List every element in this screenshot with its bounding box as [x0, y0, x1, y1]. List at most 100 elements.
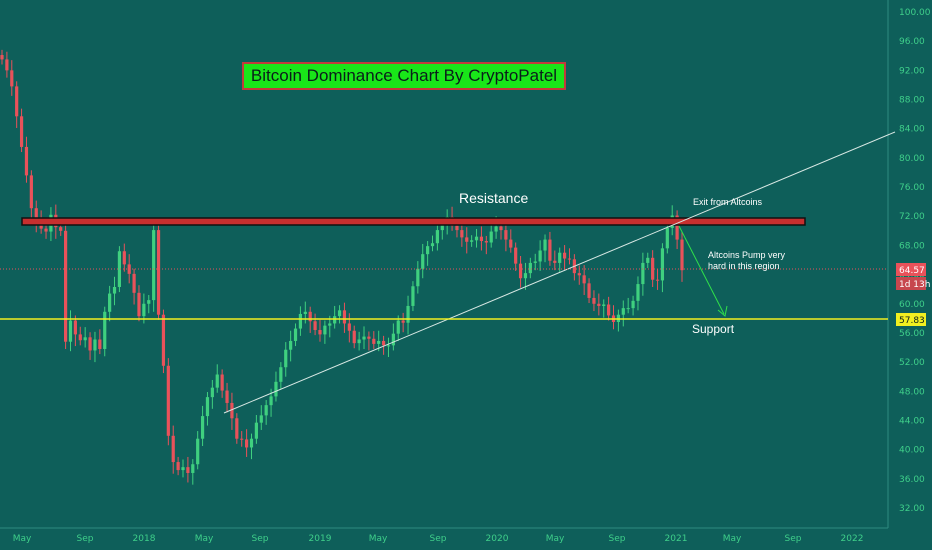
y-tick-label: 40.00 — [899, 446, 925, 456]
candle-body — [112, 286, 117, 294]
candle-body — [142, 303, 146, 317]
candle-body — [386, 345, 391, 347]
candle-body — [313, 321, 317, 331]
x-tick-label: May — [546, 534, 565, 544]
candle-body — [318, 330, 322, 335]
candle-body — [88, 337, 92, 351]
candle-body — [372, 338, 376, 344]
candle-body — [626, 308, 630, 310]
candle-body — [479, 236, 484, 242]
y-tick-label: 72.00 — [899, 212, 925, 222]
candle-body — [235, 418, 239, 439]
candle-body — [196, 438, 200, 465]
x-tick-label: 2021 — [665, 534, 688, 544]
candle-body — [200, 416, 205, 439]
y-tick-label: 36.00 — [899, 475, 925, 485]
candle-body — [362, 336, 366, 340]
candle-body — [587, 283, 591, 298]
candle-body — [553, 260, 557, 263]
x-tick-label: Sep — [252, 534, 269, 544]
y-tick-label: 76.00 — [899, 183, 925, 193]
candle-body — [308, 311, 312, 322]
candle-body — [298, 313, 303, 329]
candle-body — [186, 467, 190, 473]
candle-body — [284, 349, 288, 368]
candle-body — [470, 240, 474, 242]
y-tick-label: 80.00 — [899, 154, 925, 164]
candle-body — [10, 70, 14, 87]
candle-body — [289, 340, 293, 350]
candle-body — [528, 262, 532, 274]
candle-body — [411, 286, 415, 306]
candle-body — [73, 320, 77, 335]
countdown-badge — [896, 277, 926, 290]
candle-body — [29, 175, 33, 209]
candle-body — [474, 236, 479, 241]
x-tick-label: 2019 — [309, 534, 332, 544]
y-tick-label: 32.00 — [899, 504, 925, 514]
candle-body — [24, 146, 29, 176]
candle-body — [132, 273, 136, 293]
candle-body — [328, 323, 332, 326]
candle-body — [655, 279, 660, 281]
candle-body — [333, 316, 337, 324]
x-tick-label: May — [195, 534, 214, 544]
candle-body — [489, 231, 493, 243]
x-tick-label: 2018 — [133, 534, 156, 544]
candle-body — [15, 86, 19, 117]
candle-body — [543, 239, 547, 251]
candle-body — [103, 311, 107, 349]
candle-body — [63, 230, 68, 342]
candle-body — [337, 310, 342, 317]
x-tick-label: Sep — [77, 534, 94, 544]
candle-body — [567, 258, 572, 260]
countdown-text: 1d 13h — [899, 280, 930, 290]
candle-body — [44, 228, 48, 232]
candle-body — [161, 314, 166, 366]
candle-body — [435, 230, 439, 244]
candle-body — [538, 250, 542, 262]
y-tick-label: 84.00 — [899, 125, 925, 135]
candle-body — [651, 257, 655, 280]
pump-label-line2: hard in this region — [708, 261, 780, 271]
candle-body — [421, 254, 425, 269]
candle-body — [357, 339, 361, 344]
x-tick-label: May — [13, 534, 32, 544]
candle-body — [665, 227, 669, 249]
candle-body — [514, 247, 518, 264]
x-tick-label: Sep — [609, 534, 626, 544]
candle-body — [577, 273, 581, 276]
candle-body — [122, 251, 126, 265]
candle-body — [264, 405, 268, 416]
candle-body — [440, 222, 444, 231]
candle-body — [621, 308, 625, 315]
candle-body — [245, 439, 249, 448]
candle-body — [582, 275, 586, 284]
candle-body — [494, 226, 498, 232]
candle-body — [34, 208, 38, 221]
y-tick-label: 44.00 — [899, 416, 925, 426]
candle-body — [660, 248, 665, 281]
candle-body — [5, 59, 9, 71]
y-tick-label: 88.00 — [899, 96, 925, 106]
candle-body — [303, 311, 307, 314]
candle-body — [607, 304, 611, 316]
x-tick-label: Sep — [785, 534, 802, 544]
candle-body — [68, 320, 73, 342]
candle-body — [381, 340, 386, 346]
candle-body — [455, 225, 459, 231]
candle-body — [504, 230, 508, 240]
candle-body — [367, 336, 371, 339]
x-tick-label: May — [723, 534, 742, 544]
candle-body — [279, 367, 283, 382]
y-tick-label: 48.00 — [899, 387, 925, 397]
candle-body — [225, 390, 229, 403]
candle-body — [465, 237, 469, 242]
candle-body — [342, 310, 347, 324]
support-price-text: 57.83 — [899, 316, 925, 326]
candle-body — [230, 402, 234, 419]
x-tick-label: 2022 — [841, 534, 864, 544]
candle-body — [205, 397, 210, 417]
